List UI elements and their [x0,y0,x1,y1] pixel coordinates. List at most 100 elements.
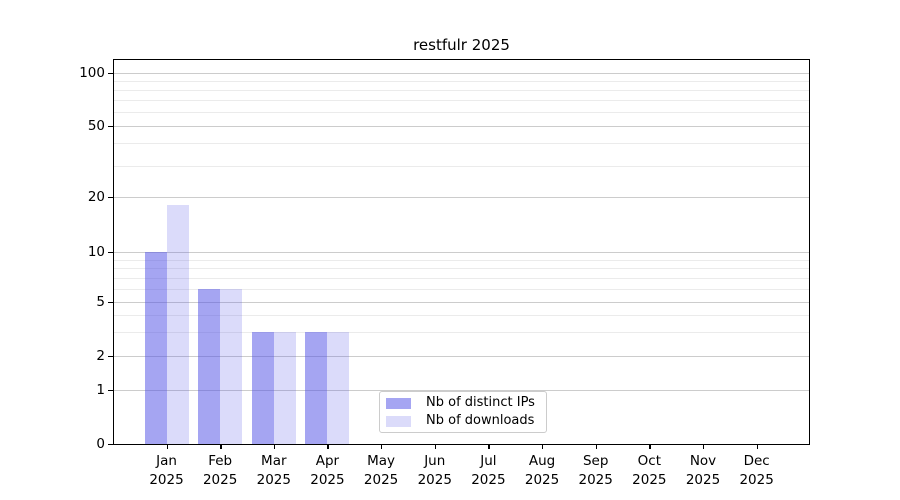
x-tick-year: 2025 [202,472,238,488]
y-tick-mark [108,444,113,446]
y-tick-mark [108,252,113,254]
x-tick-month: Oct [637,453,662,469]
x-tick-year: 2025 [149,472,184,488]
bar-downloads [220,288,243,444]
legend-label: Nb of downloads [426,413,535,428]
y-tick-label: 20 [87,189,105,205]
x-tick-mark [488,445,490,449]
x-tick-label: Apr 2025 [300,452,354,490]
x-tick-mark [220,445,222,449]
x-tick-mark [595,445,598,449]
x-tick-year: 2025 [471,472,506,488]
y-tick-mark [108,197,113,199]
legend-row: Nb of distinct IPs [380,395,546,411]
x-tick-month: May [367,453,396,469]
legend-swatch-distinct-ips [386,397,411,409]
y-tick-label: 2 [96,348,105,364]
x-tick-mark [273,445,276,449]
y-tick-mark [108,73,113,75]
x-tick-label: Mar 2025 [247,452,301,490]
minor-gridline [114,332,809,334]
minor-gridline [114,315,809,317]
chart-title: restfulr 2025 [413,36,510,54]
x-tick-month: Nov [689,453,717,469]
y-tick-label: 5 [96,294,105,310]
x-tick-label: May 2025 [354,452,408,490]
x-tick-label: Jun 2025 [408,452,462,490]
x-tick-year: 2025 [417,472,452,488]
y-tick-label: 10 [87,244,105,260]
minor-gridline [114,100,809,102]
y-tick-mark [108,302,113,304]
legend-row: Nb of downloads [380,413,546,429]
bar-downloads [327,332,350,444]
y-tick-mark [108,356,113,358]
x-tick-label: Dec 2025 [730,452,784,490]
minor-gridline [114,277,809,279]
y-tick-mark [108,390,113,392]
x-tick-mark [756,445,759,449]
major-gridline [114,390,809,391]
x-tick-label: Jan 2025 [140,452,194,490]
legend-swatch-downloads [386,415,411,427]
x-tick-year: 2025 [524,472,560,488]
x-tick-year: 2025 [363,472,399,488]
x-tick-label: Aug 2025 [515,452,569,490]
bar-distinct-ips [305,332,328,444]
bar-downloads [166,205,189,444]
x-tick-month: Dec [743,453,770,469]
y-tick-mark [108,126,113,128]
x-tick-mark [649,445,651,449]
x-tick-month: Apr [315,453,340,469]
minor-gridline [114,112,809,114]
legend-label: Nb of distinct IPs [426,395,535,410]
x-tick-mark [703,445,705,449]
bar-distinct-ips [198,288,221,444]
x-tick-label: Oct 2025 [622,452,676,490]
major-gridline [114,302,809,303]
x-tick-year: 2025 [685,472,721,488]
bar-distinct-ips [144,252,167,444]
plot-area [113,59,810,445]
major-gridline [114,356,809,357]
x-tick-label: Sep 2025 [569,452,623,490]
y-tick-label: 1 [96,382,105,398]
x-tick-mark [381,445,383,449]
major-gridline [114,126,809,127]
minor-gridline [114,288,809,290]
y-tick-label: 100 [79,65,105,81]
x-tick-month: Mar [261,453,287,469]
major-gridline [114,73,809,74]
x-tick-month: Jul [480,453,497,469]
x-tick-month: Sep [582,453,609,469]
y-tick-label: 0 [96,436,105,452]
minor-gridline [114,143,809,145]
x-tick-label: Jul 2025 [461,452,515,490]
x-tick-month: Jan [156,453,177,469]
minor-gridline [114,90,809,92]
x-tick-month: Feb [208,453,233,469]
x-tick-label: Nov 2025 [676,452,730,490]
major-gridline [114,197,809,198]
x-tick-mark [542,445,544,449]
x-tick-year: 2025 [739,472,774,488]
minor-gridline [114,165,809,167]
x-tick-year: 2025 [310,472,345,488]
minor-gridline [114,81,809,83]
bar-distinct-ips [251,332,274,444]
x-tick-year: 2025 [632,472,667,488]
x-tick-month: Aug [528,453,556,469]
major-gridline [114,252,809,253]
legend: Nb of distinct IPs Nb of downloads [379,391,547,433]
x-tick-mark [166,445,168,449]
bar-downloads [273,332,296,444]
x-tick-mark [327,445,329,449]
minor-gridline [114,259,809,261]
minor-gridline [114,268,809,270]
x-tick-month: Jun [424,453,446,469]
y-tick-label: 50 [87,118,105,134]
x-tick-mark [434,445,437,449]
x-tick-year: 2025 [256,472,291,488]
x-tick-year: 2025 [578,472,613,488]
